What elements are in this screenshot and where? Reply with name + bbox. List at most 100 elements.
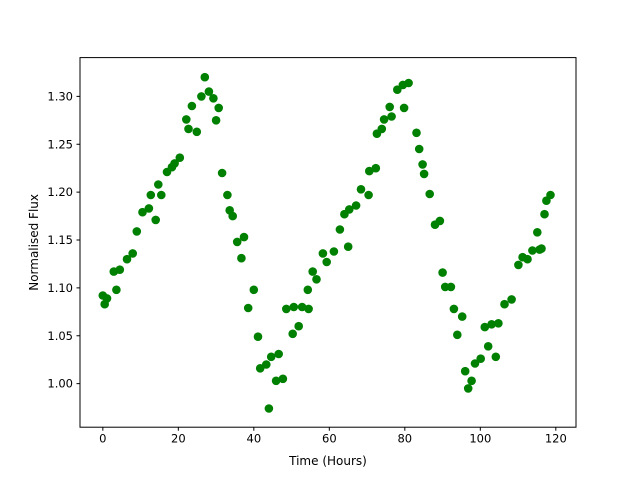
scatter-point: [184, 124, 193, 134]
scatter-point: [170, 159, 179, 168]
scatter-point: [419, 169, 429, 179]
y-tick-label: 1.00: [47, 377, 73, 391]
scatter-point: [262, 360, 271, 369]
scatter-point: [546, 190, 555, 200]
scatter-point: [144, 204, 154, 213]
scatter-point: [483, 342, 493, 351]
scatter-point: [533, 228, 542, 237]
scatter-point: [266, 352, 276, 362]
scatter-point: [278, 374, 288, 384]
scatter-point: [304, 304, 313, 314]
scatter-point: [249, 285, 259, 295]
y-tick-label: 1.10: [47, 281, 73, 295]
scatter-point: [507, 295, 516, 304]
scatter-points: [98, 72, 555, 413]
scatter-point: [211, 116, 221, 125]
scatter-point: [297, 302, 307, 312]
scatter-point: [102, 294, 112, 303]
scatter-point: [467, 376, 476, 386]
y-tick-label: 1.15: [47, 233, 73, 247]
scatter-point: [132, 227, 142, 236]
scatter-point: [399, 103, 409, 113]
scatter-point: [157, 190, 166, 200]
x-tick-label: 100: [469, 432, 491, 446]
scatter-point: [487, 320, 496, 329]
scatter-point: [282, 304, 291, 314]
x-axis-label: Time (Hours): [288, 454, 367, 468]
scatter-point: [387, 112, 396, 121]
scatter-point: [435, 216, 445, 226]
scatter-point: [115, 265, 125, 275]
scatter-point: [197, 92, 206, 101]
scatter-point: [253, 332, 263, 342]
scatter-point: [322, 257, 332, 267]
scatter-point: [329, 247, 339, 256]
scatter-point: [288, 329, 298, 339]
scatter-point: [449, 304, 459, 314]
scatter-point: [457, 312, 467, 321]
scatter-point: [187, 101, 197, 111]
x-tick-label: 0: [99, 432, 106, 446]
scatter-point: [494, 319, 503, 328]
scatter-point: [264, 404, 274, 413]
scatter-point: [343, 242, 353, 251]
scatter-point: [414, 144, 424, 154]
x-tick-label: 60: [322, 432, 337, 446]
scatter-point: [182, 115, 191, 124]
scatter-point: [237, 253, 246, 263]
scatter-point: [345, 205, 354, 214]
scatter-point: [460, 366, 470, 376]
scatter-point: [128, 249, 137, 258]
scatter-point: [223, 190, 232, 200]
axes-spines: [79, 57, 577, 428]
scatter-point: [232, 237, 242, 247]
y-tick-label: 1.25: [47, 137, 73, 151]
scatter-point: [294, 321, 304, 331]
scatter-point: [500, 299, 509, 309]
scatter-point: [453, 330, 462, 340]
scatter-point: [463, 384, 473, 393]
scatter-point: [425, 189, 435, 199]
scatter-point: [514, 260, 523, 270]
scatter-point: [274, 349, 284, 359]
scatter-point: [271, 376, 281, 386]
scatter-point: [523, 254, 532, 264]
x-tick-label: 40: [247, 432, 262, 446]
y-tick-label: 1.30: [47, 89, 73, 103]
scatter-point: [379, 115, 389, 124]
scatter-point: [404, 78, 413, 88]
scatter-point: [377, 124, 387, 134]
scatter-point: [371, 163, 381, 173]
scatter-point: [540, 209, 549, 219]
scatter-point: [480, 322, 490, 332]
axis-ticks: 0 20 40 60 80 100 120 1.00 1.05 1.10 1.15 1.20 1.25 1…: [47, 89, 566, 445]
scatter-point: [335, 225, 345, 234]
plot-area: [80, 57, 576, 428]
scatter-point: [138, 207, 147, 217]
scatter-point: [537, 244, 546, 253]
scatter-point: [146, 190, 156, 200]
y-axis-label: Normalised Flux: [27, 194, 41, 291]
scatter-point: [175, 153, 185, 162]
scatter-point: [243, 303, 253, 313]
scatter-point: [122, 254, 132, 264]
scatter-point: [112, 285, 121, 295]
scatter-point: [418, 160, 427, 169]
scatter-point: [151, 215, 160, 225]
scatter-point: [214, 103, 223, 113]
scatter-point: [200, 72, 210, 82]
scatter-point: [476, 354, 486, 364]
scatter-point: [351, 201, 361, 210]
scatter-point: [192, 127, 202, 137]
scatter-point: [385, 102, 395, 112]
scatter-point: [356, 185, 366, 194]
scatter-point: [438, 268, 447, 277]
scatter-point: [204, 87, 214, 96]
scatter-point: [217, 168, 227, 178]
scatter-point: [289, 302, 299, 312]
scatter-point: [308, 267, 318, 276]
scatter-point: [491, 352, 501, 362]
scatter-point: [209, 94, 218, 103]
scatter-point: [364, 190, 373, 200]
